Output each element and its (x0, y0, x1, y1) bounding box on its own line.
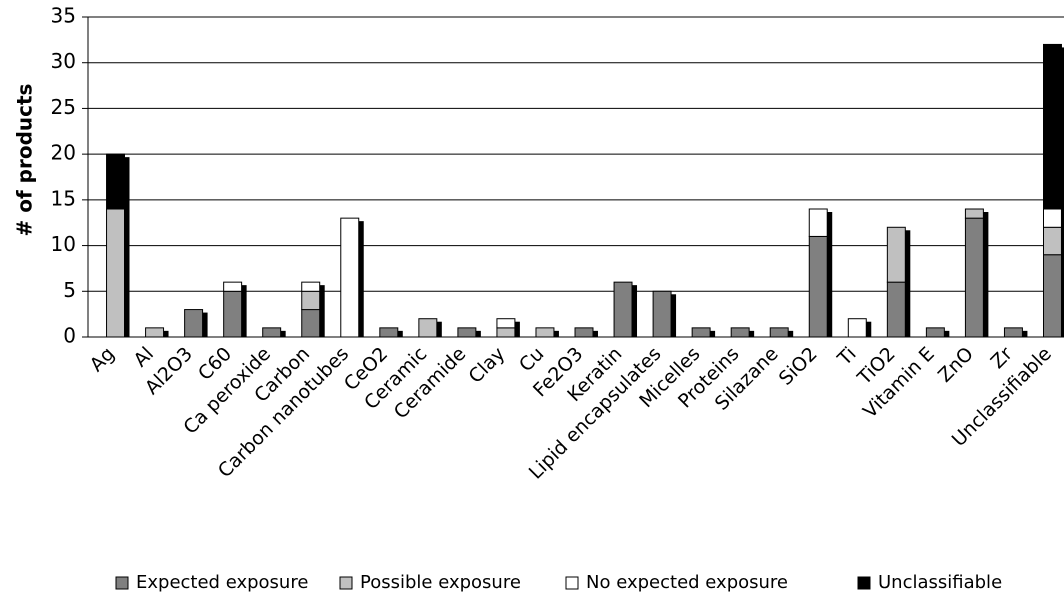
y-tick-label: 15 (51, 186, 76, 210)
bar-segment (145, 327, 165, 338)
y-tick-label: 20 (51, 141, 76, 165)
bar-segment (379, 327, 399, 338)
bar-segment (886, 226, 906, 283)
y-tick-label: 0 (63, 324, 76, 348)
bar-segment (301, 281, 321, 292)
y-tick-label: 5 (63, 278, 76, 302)
bar-segment (457, 327, 477, 338)
bar-segment (886, 281, 906, 338)
bar-segment (301, 309, 321, 338)
legend-label: Expected exposure (136, 572, 308, 593)
bar-segment (340, 217, 360, 338)
bar-segment (1003, 327, 1023, 338)
bar-segment (847, 318, 867, 338)
legend-label: Unclassifiable (878, 572, 1002, 593)
bar-segment (223, 290, 243, 338)
bar-segment (184, 309, 204, 338)
bar-segment (496, 327, 516, 338)
x-tick-label: Clay (464, 343, 509, 388)
bar-segment (106, 208, 125, 338)
legend-label: Possible exposure (360, 572, 521, 593)
x-tick-label: Zr (987, 343, 1017, 373)
legend-swatch (565, 576, 579, 590)
bar-segment (691, 327, 711, 338)
bar-segment (964, 217, 984, 338)
bar-segment (964, 208, 984, 219)
y-tick-label: 35 (51, 4, 76, 28)
bar-segment (730, 327, 750, 338)
legend-swatch (339, 576, 353, 590)
legend-swatch (115, 576, 129, 590)
bar-segment (223, 281, 243, 292)
bar-segment (808, 235, 828, 338)
bar-segment (769, 327, 789, 338)
legend-swatch (857, 576, 871, 590)
legend-label: No expected exposure (586, 572, 788, 593)
bar-segment (613, 281, 633, 338)
x-tick-label: Al (130, 343, 158, 371)
bar-segment (1043, 254, 1062, 338)
y-tick-label: 25 (51, 95, 76, 119)
y-tick-label: 10 (51, 232, 76, 256)
x-tick-label: Ag (86, 343, 119, 376)
bar-segment (574, 327, 594, 338)
bar-segment (808, 208, 828, 237)
bar-segment (496, 318, 516, 329)
x-tick-label: ZnO (934, 343, 978, 387)
bar-segment (262, 327, 282, 338)
bar-segment (1043, 43, 1062, 210)
bar-segment (418, 318, 438, 338)
bar-segment (652, 290, 672, 338)
bar-segment (106, 153, 125, 210)
y-tick-label: 30 (51, 49, 76, 73)
y-axis-label: # of products (13, 84, 37, 237)
bar-segment (535, 327, 555, 338)
bar-segment (301, 290, 321, 311)
x-tick-label: Ti (833, 343, 861, 371)
bar-segment (925, 327, 945, 338)
x-tick-label: SiO2 (775, 343, 822, 390)
bar-segment (1043, 208, 1062, 228)
bar-segment (1043, 226, 1062, 256)
